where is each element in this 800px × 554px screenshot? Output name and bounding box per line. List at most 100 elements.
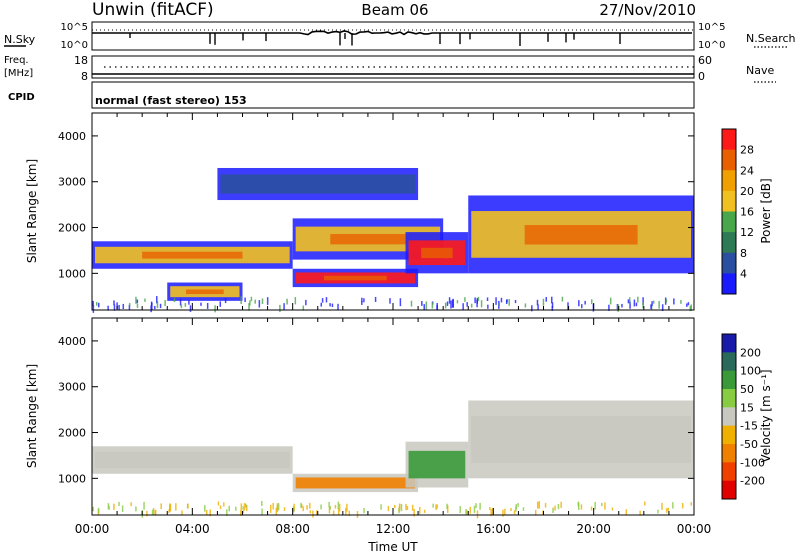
noise-speck [205,509,208,516]
noise-speck [486,297,489,302]
nave-tick-bottom: 0 [698,70,705,83]
noise-speck [476,299,478,308]
y-tick-label: 3000 [58,176,86,189]
noise-speck [261,501,263,507]
noise-speck [242,510,245,514]
y-tick-label: 1000 [58,267,86,280]
x-tick-label: 04:00 [175,522,210,536]
power-ylabel: Slant Range [km] [25,159,39,263]
noise-speck [302,305,305,311]
noise-speck [272,502,274,510]
noise-speck [650,304,652,309]
noise-speck [152,507,155,516]
noise-speck [665,508,668,513]
noise-speck [475,503,477,509]
noise-speck [150,301,153,306]
x-tick-label: 12:00 [376,522,411,536]
noise-speck [118,304,120,311]
noise-speck [658,300,660,309]
noise-speck [601,502,603,507]
noise-speck [432,503,434,508]
noise-speck [448,297,451,304]
noise-speck [209,509,211,517]
noise-speck [146,510,148,517]
noise-speck [151,302,153,310]
noise-speck [329,505,331,510]
x-axis-label: Time UT [367,540,418,554]
nsearch-tick-bottom: 10^0 [698,40,725,51]
noise-speck [611,507,614,511]
nsky-label: N.Sky [4,33,36,46]
noise-speck [487,304,489,309]
noise-speck [625,509,628,516]
noise-speck [188,300,190,305]
noise-speck [302,506,304,512]
noise-speck [160,503,162,510]
noise-speck [179,298,182,306]
nsky-tick-bottom: 10^0 [61,40,88,51]
noise-speck [495,297,497,305]
noise-speck [309,502,311,509]
noise-speck [444,302,447,309]
noise-speck [510,507,512,512]
freq-tick-top: 18 [74,54,88,67]
noise-speck [228,505,230,512]
noise-speck [609,297,612,305]
noise-speck [156,300,159,309]
x-tick-label: 00:00 [75,522,110,536]
noise-speck [97,507,100,514]
noise-speck [687,302,690,306]
noise-speck [524,303,527,308]
noise-speck [561,296,564,302]
beam-title: Beam 06 [361,1,428,19]
noise-speck [411,504,414,511]
noise-speck [534,509,537,516]
power-panel: 1000 2000 3000 4000 Slant Range [km] 4 8 12 16… [25,112,773,313]
power-colorbar-label: Power [dB] [759,178,773,243]
noise-speck [389,298,391,304]
nsky-panel: N.Sky 10^5 10^0 10^5 10^0 N.Search [4,21,796,51]
nsky-frame [91,21,695,51]
noise-speck [200,302,202,306]
velocity-colorbar: 200 100 50 15 -15 -50 -100 -200 [721,333,765,500]
noise-speck [464,297,466,302]
colorbar-tick-label: 100 [740,365,761,378]
noise-speck [173,297,176,303]
noise-speck [608,304,610,311]
noise-speck [594,501,596,510]
heatmap-region [295,477,416,489]
colorbar-segment [722,149,736,171]
noise-speck [181,510,183,516]
colorbar-tick-label: 4 [740,267,747,280]
noise-speck [644,501,646,506]
noise-speck [436,305,438,310]
freq-panel: Freq. [MHz] 18 8 60 0 Nave [4,54,776,83]
noise-speck [332,510,335,516]
noise-speck [243,503,246,511]
noise-speck [578,300,580,307]
noise-speck [305,299,307,306]
colorbar-segment [722,352,736,372]
noise-speck [337,508,340,516]
noise-speck [470,303,473,308]
colorbar-segment [722,370,736,390]
noise-speck [542,510,544,515]
noise-speck [465,509,467,516]
noise-speck [226,509,228,516]
noise-speck [189,305,192,312]
noise-speck [164,299,166,307]
power-y-ticks: 1000 2000 3000 4000 [58,130,694,280]
colorbar-tick-label: 16 [740,206,754,219]
noise-speck [667,507,670,511]
noise-speck [361,297,363,303]
y-tick-label: 4000 [58,130,86,143]
velocity-x-ticks: 00:00 04:00 08:00 12:00 16:00 20:00 00:00 [75,318,711,536]
colorbar-segment [722,211,736,233]
noise-speck [635,302,638,307]
noise-speck [136,299,139,304]
noise-speck [276,503,279,511]
noise-speck [581,304,583,309]
noise-speck [309,510,312,514]
noise-speck [348,510,351,517]
